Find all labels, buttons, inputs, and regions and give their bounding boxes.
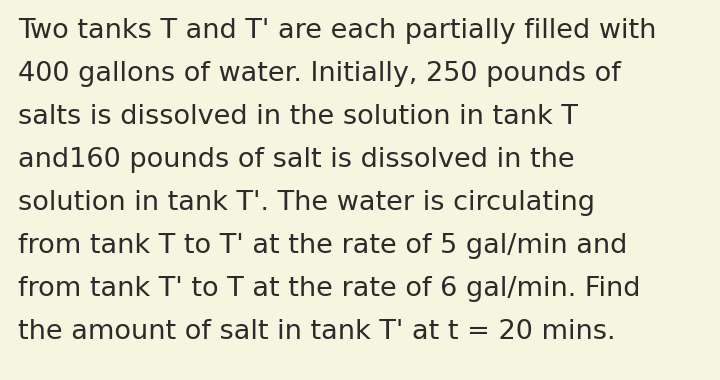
Text: 400 gallons of water. Initially, 250 pounds of: 400 gallons of water. Initially, 250 pou… bbox=[18, 61, 621, 87]
Text: solution in tank T'. The water is circulating: solution in tank T'. The water is circul… bbox=[18, 190, 595, 216]
Text: the amount of salt in tank T' at t = 20 mins.: the amount of salt in tank T' at t = 20 … bbox=[18, 319, 616, 345]
Text: from tank T to T' at the rate of 5 gal/min and: from tank T to T' at the rate of 5 gal/m… bbox=[18, 233, 627, 259]
Text: salts is dissolved in the solution in tank T: salts is dissolved in the solution in ta… bbox=[18, 104, 578, 130]
Text: Two tanks T and T' are each partially filled with: Two tanks T and T' are each partially fi… bbox=[18, 18, 657, 44]
Text: from tank T' to T at the rate of 6 gal/min. Find: from tank T' to T at the rate of 6 gal/m… bbox=[18, 276, 641, 302]
Text: and160 pounds of salt is dissolved in the: and160 pounds of salt is dissolved in th… bbox=[18, 147, 575, 173]
